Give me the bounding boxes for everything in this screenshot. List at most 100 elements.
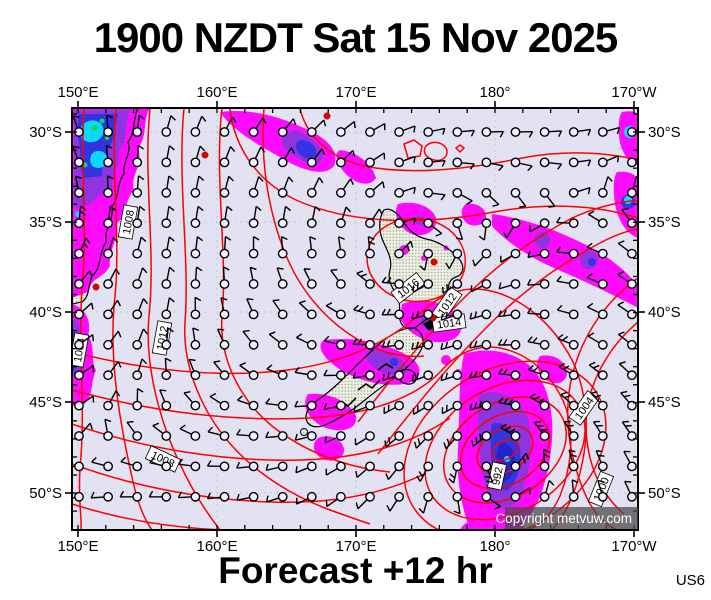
wind-barb <box>179 424 201 441</box>
wind-barb <box>277 147 296 168</box>
wind-barb <box>206 491 230 502</box>
wind-barb-shaft <box>343 149 354 160</box>
wind-barb-circle <box>219 279 230 289</box>
wind-barb-feather <box>338 236 345 240</box>
wind-barb-feather <box>498 397 504 404</box>
wind-barb <box>556 304 579 320</box>
wind-barb-feather <box>352 371 357 379</box>
wind-barb-circle <box>394 431 404 441</box>
wind-barb <box>412 279 434 293</box>
wind-barb-feather <box>597 479 605 483</box>
wind-barb-feather <box>260 146 266 153</box>
wind-barb-feather <box>556 216 561 223</box>
wind-barb-shaft <box>432 127 445 132</box>
wind-barb <box>394 125 416 137</box>
wind-barb-circle <box>248 370 259 381</box>
wind-barb-shaft <box>457 500 461 514</box>
wind-barb-feather <box>355 470 358 478</box>
wind-barb <box>103 361 122 381</box>
wind-barb-feather <box>196 266 203 272</box>
wind-barb-shaft <box>265 402 279 406</box>
wind-barb-circle <box>248 218 259 229</box>
wind-barb-shaft <box>490 162 504 167</box>
wind-barb-shaft <box>597 480 603 493</box>
wind-barb-circle <box>627 218 637 229</box>
wind-barb-shaft <box>469 344 483 349</box>
wind-barb-circle <box>248 491 259 502</box>
wind-barb <box>592 420 608 441</box>
wind-barb <box>411 309 434 320</box>
wind-barb <box>298 300 317 320</box>
wind-barb-circle <box>539 491 550 502</box>
wind-barb <box>190 236 204 259</box>
wind-barb <box>500 423 521 441</box>
wind-barb-circle <box>190 187 201 198</box>
wind-barb <box>365 181 385 198</box>
wind-barb-feather <box>378 208 383 216</box>
wind-barb-feather <box>115 390 121 397</box>
wind-barb-feather <box>106 114 114 119</box>
copyright-watermark: Copyright metvuw.com <box>495 507 638 529</box>
wind-barb-shaft <box>236 496 250 501</box>
wind-barb-shaft <box>195 236 199 250</box>
wind-barb-shaft <box>517 195 527 207</box>
wind-barb-shaft <box>178 496 192 499</box>
wind-barb-feather <box>323 335 330 342</box>
wind-barb <box>217 328 230 350</box>
wind-barb-shaft <box>595 450 602 463</box>
axis-label-left: 30°S <box>29 124 62 141</box>
wind-barb-shaft <box>506 226 514 239</box>
wind-barb-feather <box>469 341 473 349</box>
wind-barb-feather <box>534 420 542 424</box>
wind-barb <box>497 368 521 381</box>
wind-barb-shaft <box>138 328 145 342</box>
isobar-ring <box>491 438 519 462</box>
wind-barb <box>161 266 175 289</box>
wind-barb-feather <box>288 176 294 183</box>
wind-barb-circle <box>103 248 113 259</box>
wind-barb <box>268 331 288 350</box>
wind-barb-shaft <box>137 236 142 250</box>
wind-barb <box>242 329 259 350</box>
wind-barb-feather <box>152 422 160 427</box>
wind-barb-shaft <box>194 266 198 280</box>
wind-barb-shaft <box>389 499 398 512</box>
wind-barb-shaft <box>577 128 591 133</box>
axis-label-bottom: 160°E <box>196 538 237 555</box>
wind-barb-feather <box>223 266 230 271</box>
wind-barb <box>528 364 550 381</box>
wind-barb-circle <box>452 339 463 350</box>
wind-barb-circle <box>248 339 259 350</box>
wind-barb-feather <box>413 218 417 225</box>
wind-barb <box>471 431 492 447</box>
wind-barb-shaft <box>266 466 279 472</box>
wind-barb-circle <box>103 157 113 168</box>
wind-barb-shaft <box>603 176 609 190</box>
wind-barb-feather <box>62 494 64 500</box>
wind-barb-circle <box>306 279 317 289</box>
wind-barb-feather <box>353 304 359 311</box>
wind-barb-feather <box>269 331 276 335</box>
wind-barb <box>621 420 637 441</box>
wind-barb-shaft <box>606 155 619 162</box>
wind-barb-shaft <box>412 376 425 382</box>
wind-barb-feather <box>294 400 299 408</box>
wind-barb-feather <box>323 403 327 410</box>
wind-barb-shaft <box>195 176 200 189</box>
wind-barb-circle <box>423 248 434 259</box>
axis-label-right: 45°S <box>648 394 681 411</box>
wind-barb-shaft <box>621 209 630 221</box>
wind-barb-feather <box>471 439 474 447</box>
wind-barb-feather <box>386 277 392 284</box>
wind-barb-feather <box>499 131 505 138</box>
wind-barb-feather <box>415 341 419 349</box>
wind-barb-shaft <box>469 314 483 320</box>
wind-barb-feather <box>349 178 354 186</box>
wind-barb <box>556 275 579 289</box>
wind-barb <box>382 370 404 381</box>
wind-barb <box>323 369 346 381</box>
wind-barb-shaft <box>249 267 254 281</box>
wind-barb <box>469 309 492 320</box>
wind-barb-circle <box>394 309 404 320</box>
wind-barb <box>335 178 354 198</box>
